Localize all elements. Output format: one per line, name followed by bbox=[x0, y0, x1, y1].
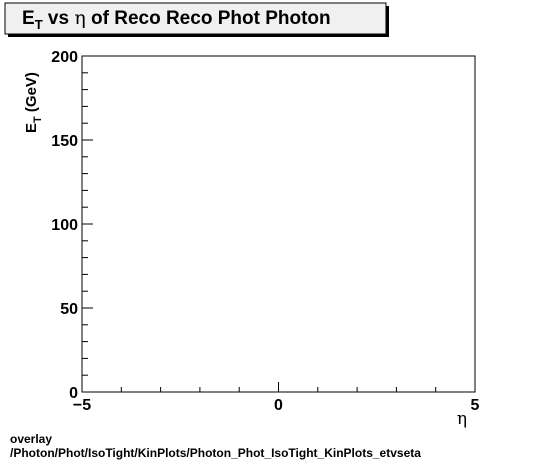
plot-frame bbox=[81, 55, 476, 393]
title-subscript: T bbox=[35, 17, 43, 32]
x-tick-label: 0 bbox=[274, 397, 283, 414]
title-suffix: of Reco Reco Phot Photon bbox=[86, 8, 331, 29]
title-box bbox=[4, 2, 387, 35]
x-axis-tick-labels: −5 0 5 bbox=[73, 397, 480, 414]
ylabel-subscript: T bbox=[32, 116, 44, 123]
y-tick-label: 0 bbox=[69, 385, 78, 402]
x-axis-label: η bbox=[457, 409, 467, 429]
ylabel-suffix: (GeV) bbox=[23, 72, 40, 116]
y-tick-label: 200 bbox=[51, 49, 78, 66]
y-axis-label: ET (GeV) bbox=[23, 72, 44, 133]
footer-line-2: /Photon/Phot/IsoTight/KinPlots/Photon_Ph… bbox=[10, 446, 421, 460]
x-axis-ticks bbox=[81, 382, 476, 392]
y-tick-label: 100 bbox=[51, 217, 78, 234]
x-tick-label: 5 bbox=[471, 397, 480, 414]
x-tick-label: −5 bbox=[73, 397, 91, 414]
footer-line-1: overlay bbox=[10, 432, 53, 446]
ylabel-prefix: E bbox=[23, 123, 40, 133]
y-tick-label: 50 bbox=[60, 301, 78, 318]
y-tick-label: 150 bbox=[51, 133, 78, 150]
chart-title: ET vs η of Reco Reco Phot Photon bbox=[22, 7, 331, 32]
title-prefix: E bbox=[22, 8, 35, 29]
title-middle: vs bbox=[43, 8, 75, 29]
y-axis-tick-labels: 0 50 100 150 200 bbox=[51, 49, 78, 402]
title-symbol: η bbox=[74, 7, 85, 29]
y-axis-ticks bbox=[82, 55, 93, 393]
